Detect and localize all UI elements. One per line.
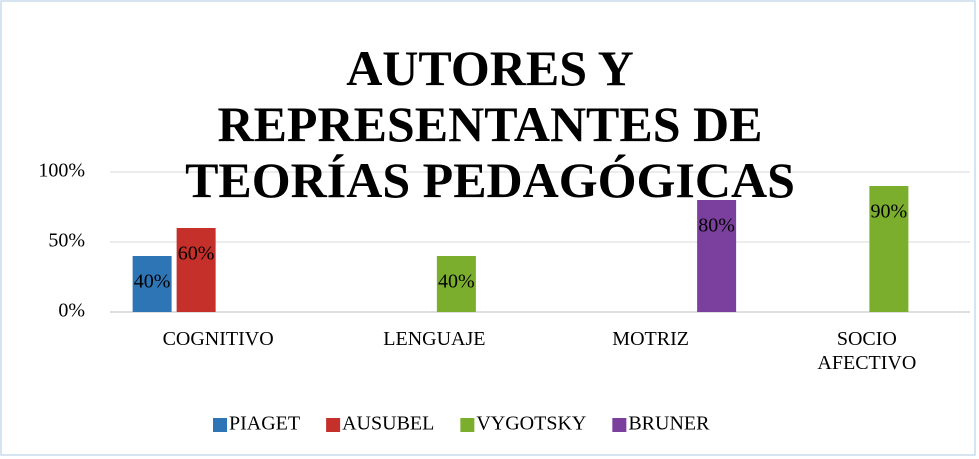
data-label: 80% bbox=[698, 215, 735, 237]
data-label: 40% bbox=[134, 271, 171, 293]
legend-swatch bbox=[612, 418, 627, 432]
legend-swatch bbox=[213, 418, 227, 432]
legend-label: AUSUBEL bbox=[342, 413, 434, 435]
bar bbox=[132, 256, 172, 312]
x-tick-label: COGNITIVO bbox=[162, 328, 274, 350]
x-tick-label: SOCIO AFECTIVO bbox=[817, 328, 917, 374]
chart-title: AUTORES Y REPRESENTANTES DE TEORÍAS PEDA… bbox=[185, 40, 795, 208]
bar bbox=[176, 228, 216, 312]
legend-label: BRUNER bbox=[628, 413, 710, 435]
legend-swatch bbox=[460, 418, 475, 432]
y-tick-label: 0% bbox=[58, 300, 85, 322]
legend-label: PIAGET bbox=[229, 413, 300, 435]
bar bbox=[697, 200, 737, 312]
data-label: 90% bbox=[871, 201, 908, 223]
x-tick-label: LENGUAJE bbox=[383, 328, 486, 350]
legend-label: VYGOTSKY bbox=[476, 413, 586, 435]
data-label: 60% bbox=[178, 243, 215, 265]
x-tick-label: MOTRIZ bbox=[612, 328, 689, 350]
bar bbox=[436, 256, 476, 312]
y-tick-label: 100% bbox=[38, 160, 85, 182]
data-label: 40% bbox=[438, 271, 475, 293]
y-tick-label: 50% bbox=[48, 230, 85, 252]
bar bbox=[869, 186, 909, 312]
legend-swatch bbox=[326, 418, 341, 432]
